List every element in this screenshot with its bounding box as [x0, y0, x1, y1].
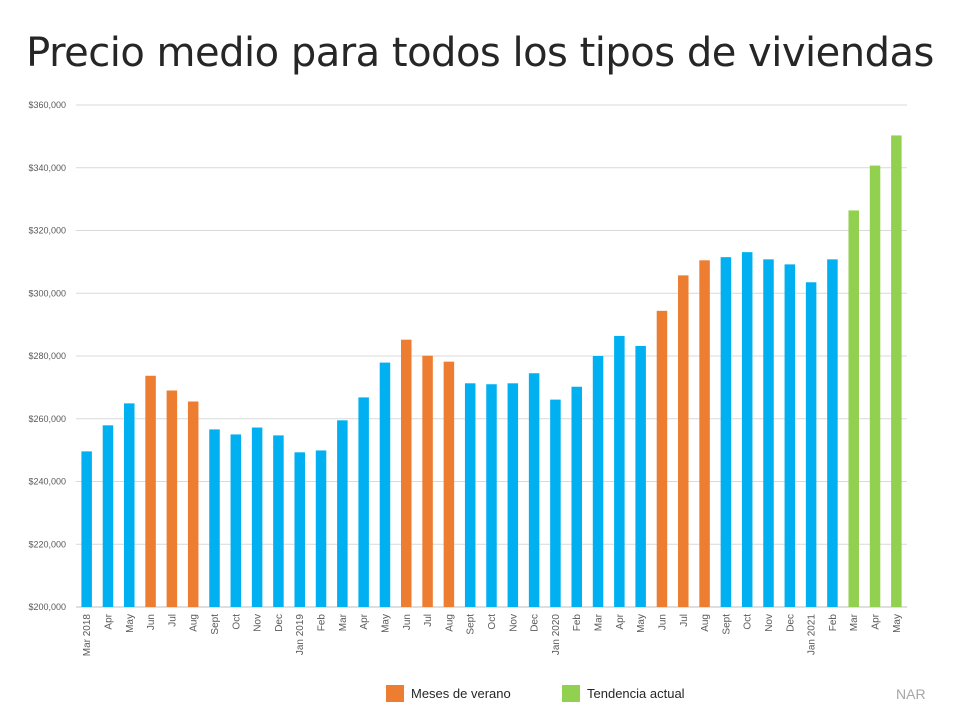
bar-apr: [869, 165, 881, 607]
x-tick-label: Aug: [189, 614, 200, 632]
chart-title: Precio medio para todos los tipos de viv…: [26, 30, 934, 76]
x-tick-label: Jan 2021: [807, 614, 818, 656]
y-tick-label: $340,000: [28, 163, 66, 173]
x-tick-label: Mar: [338, 613, 349, 631]
x-tick-label: May: [892, 614, 903, 633]
x-tick-label: Sept: [210, 614, 221, 635]
x-tick-label: Apr: [871, 613, 882, 629]
x-tick-label: Aug: [444, 614, 455, 632]
x-tick-label: May: [636, 614, 647, 633]
source-label: NAR: [896, 686, 926, 702]
y-tick-label: $320,000: [28, 226, 66, 236]
legend-swatch-summer: [386, 685, 404, 702]
bar-jan-2020: [550, 399, 561, 607]
bar-feb: [571, 386, 582, 607]
bars: [81, 135, 902, 608]
x-tick-label: Jun: [402, 614, 413, 630]
y-tick-label: $280,000: [28, 351, 66, 361]
x-tick-label: Jul: [423, 614, 434, 627]
bar-dec: [273, 435, 284, 607]
bar-apr: [102, 425, 114, 607]
bar-dec: [784, 264, 796, 607]
bar-mar: [592, 356, 604, 607]
bar-may: [379, 362, 391, 607]
y-tick-label: $240,000: [28, 477, 66, 487]
y-tick-label: $260,000: [28, 414, 66, 424]
y-tick-label: $200,000: [28, 602, 66, 612]
y-tick-label: $220,000: [28, 539, 66, 549]
bar-may: [124, 403, 135, 607]
x-tick-label: Feb: [572, 614, 583, 632]
bar-nov: [251, 427, 263, 607]
x-tick-label: Jan 2020: [551, 614, 562, 656]
x-tick-label: Nov: [508, 614, 519, 632]
bar-oct: [741, 252, 753, 607]
x-tick-label: Aug: [700, 614, 711, 632]
x-tick-label: Dec: [785, 614, 796, 632]
x-tick-label: Dec: [530, 614, 541, 632]
bar-oct: [230, 434, 242, 607]
x-tick-label: Apr: [359, 613, 370, 629]
bar-nov: [763, 259, 774, 607]
x-tick-label: Nov: [764, 614, 775, 632]
bar-mar: [337, 420, 348, 607]
bar-apr: [358, 397, 369, 607]
bar-may: [891, 135, 902, 607]
x-tick-label: Mar 2018: [82, 614, 93, 657]
x-axis: Mar 2018 Apr May Jun Jul Aug Sept Oct Nov Dec Jan …: [82, 613, 903, 656]
bar-jan-2019: [294, 452, 305, 607]
legend-label-trend: Tendencia actual: [587, 686, 685, 701]
x-tick-label: Feb: [317, 614, 328, 632]
x-tick-label: Jan 2019: [295, 614, 306, 656]
x-tick-label: Apr: [615, 613, 626, 629]
bar-mar-2018: [81, 451, 92, 607]
bar-sept: [209, 429, 220, 607]
x-tick-label: Nov: [253, 614, 264, 632]
bar-feb: [827, 259, 838, 607]
legend-swatch-trend: [562, 685, 580, 702]
x-tick-label: Oct: [743, 614, 754, 630]
x-tick-label: Jul: [167, 614, 178, 627]
x-tick-label: Oct: [487, 614, 498, 630]
bar-jun: [401, 339, 412, 607]
x-tick-label: Apr: [103, 613, 114, 629]
bar-mar: [848, 210, 859, 608]
x-tick-label: Oct: [231, 614, 242, 630]
bar-sept: [720, 257, 732, 607]
legend: Meses de verano Tendencia actual: [386, 685, 685, 702]
bar-oct: [486, 384, 497, 607]
bar-apr: [614, 335, 625, 607]
bar-sept: [464, 383, 476, 607]
y-tick-label: $360,000: [28, 100, 66, 110]
x-tick-label: May: [380, 614, 391, 633]
bar-jul: [422, 355, 433, 607]
x-tick-label: Mar: [594, 613, 605, 631]
y-tick-label: $300,000: [28, 288, 66, 298]
bar-jun: [656, 310, 668, 607]
x-tick-label: May: [125, 614, 136, 633]
bar-aug: [187, 401, 199, 607]
bar-dec: [528, 373, 540, 607]
y-axis: $200,000 $220,000 $240,000 $260,000 $280,000…: [28, 100, 66, 612]
bar-jan-2021: [805, 282, 817, 607]
bar-aug: [699, 260, 710, 607]
x-tick-label: Jul: [679, 614, 690, 627]
bar-feb: [315, 450, 327, 607]
bar-jun: [145, 375, 156, 607]
x-tick-label: Feb: [828, 614, 839, 632]
x-tick-label: Jun: [657, 614, 668, 630]
bar-may: [635, 345, 646, 607]
x-tick-label: Sept: [466, 614, 477, 635]
x-tick-label: Jun: [146, 614, 157, 630]
x-tick-label: Dec: [274, 614, 285, 632]
bar-aug: [443, 361, 455, 607]
x-tick-label: Sept: [721, 614, 732, 635]
legend-label-summer: Meses de verano: [411, 686, 511, 701]
bar-nov: [507, 383, 519, 607]
x-tick-label: Mar: [849, 613, 860, 631]
bar-jul: [166, 390, 178, 607]
bar-jul: [678, 275, 689, 607]
